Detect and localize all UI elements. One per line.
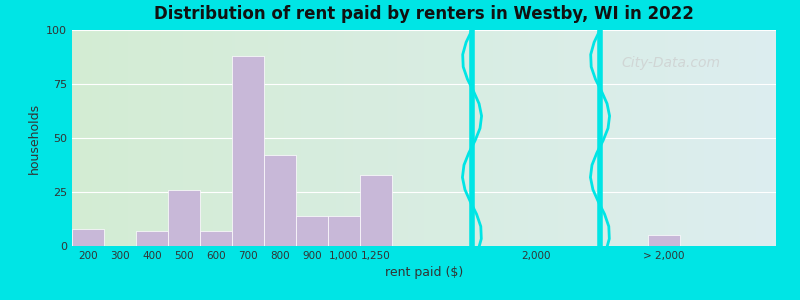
Bar [360,175,392,246]
Bar [232,56,264,246]
Bar [328,216,360,246]
Bar [168,190,200,246]
Bar [72,229,104,246]
Y-axis label: households: households [27,102,41,174]
Bar [264,155,296,246]
Text: City-Data.com: City-Data.com [621,56,720,70]
Bar [296,216,328,246]
Bar [648,235,680,246]
Bar [136,231,168,246]
X-axis label: rent paid ($): rent paid ($) [385,266,463,279]
Bar [200,231,232,246]
Title: Distribution of rent paid by renters in Westby, WI in 2022: Distribution of rent paid by renters in … [154,5,694,23]
